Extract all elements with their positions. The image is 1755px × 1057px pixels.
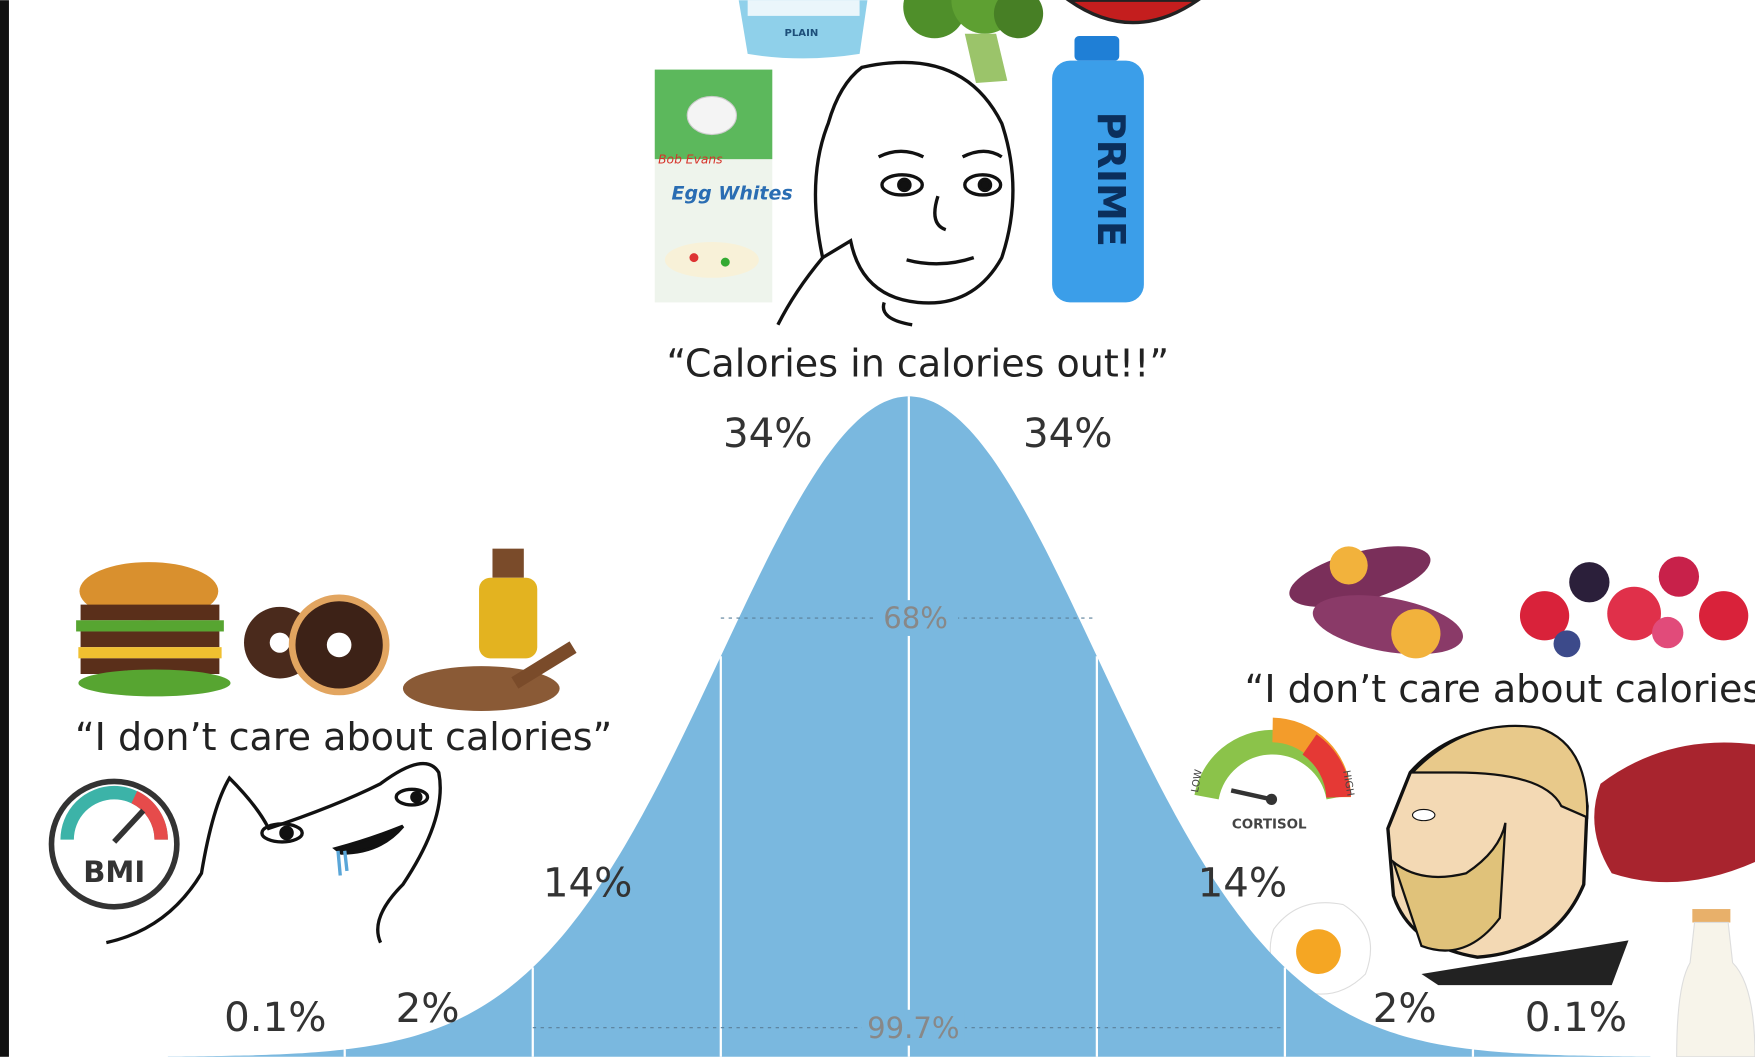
sweet-potatoes (1289, 546, 1463, 659)
range-label: 99.7% (867, 1011, 959, 1045)
gauge-low: LOW (1190, 769, 1205, 794)
prime-bottle: PRIME (1052, 36, 1144, 303)
center-quote: “Calories in calories out!!” (667, 341, 1170, 385)
oil-bottle (402, 548, 577, 711)
range-label: 68% (883, 601, 948, 635)
donuts (243, 594, 390, 696)
left-quote: “I don’t care about calories” (75, 715, 612, 759)
bmi-gauge: BMI (48, 778, 180, 910)
right-quote: “I don’t care about calories” (1245, 667, 1755, 711)
broccoli (903, 0, 1044, 84)
percent-label: 34% (1023, 410, 1113, 457)
yogurt-label: PLAIN (785, 28, 819, 39)
percent-label: 14% (1198, 860, 1288, 907)
red-logo (1065, 0, 1201, 25)
bell-curve: 68% 99.7% 0.1% 2% 14% 34% 34% 14% 2% 0.1% (167, 396, 1651, 1057)
prime-label: PRIME (1089, 112, 1133, 247)
burger (76, 562, 231, 697)
egg-whites-carton: Bob Evans Egg Whites (654, 69, 793, 303)
range-label-bg (873, 600, 959, 636)
wojak-left (105, 761, 442, 945)
steak (1594, 742, 1755, 883)
berries (1519, 556, 1749, 658)
egg-brand: Bob Evans (658, 153, 723, 167)
cortisol-label: CORTISOL (1232, 817, 1307, 832)
fried-egg (1269, 902, 1372, 995)
yogurt-cup: PLAIN (738, 0, 868, 59)
cortisol-gauge: CORTISOL LOW HIGH (1190, 717, 1355, 832)
wojak-center (776, 60, 1015, 327)
left-border (0, 0, 9, 1057)
percent-label: 2% (396, 985, 460, 1032)
percent-label: 0.1% (1525, 994, 1627, 1041)
gauge-high: HIGH (1340, 770, 1355, 797)
percent-label: 2% (1373, 985, 1437, 1032)
percent-label: 0.1% (224, 994, 326, 1041)
percent-label: 34% (723, 410, 813, 457)
chad (1386, 724, 1629, 986)
egg-product: Egg Whites (672, 182, 793, 204)
range-label-bg (861, 1009, 965, 1046)
bmi-label: BMI (83, 855, 145, 889)
percent-label: 14% (543, 860, 633, 907)
